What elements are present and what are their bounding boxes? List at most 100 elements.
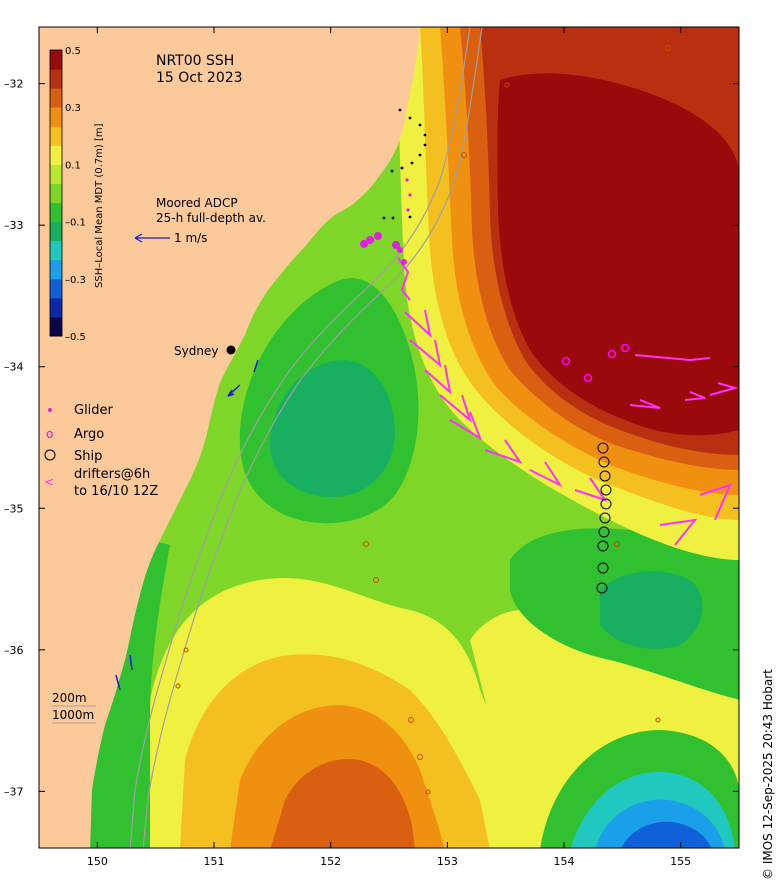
ship-dot bbox=[423, 133, 427, 137]
argo-float bbox=[583, 373, 593, 383]
adcp-arrows bbox=[115, 359, 259, 691]
colorbar-ticks: 0.5 0.3 0.1 –0.1 –0.3 –0.5 bbox=[65, 46, 86, 343]
legend-argo-icon: o bbox=[46, 427, 53, 441]
lon-tick-label: 153 bbox=[437, 855, 458, 868]
glider-point bbox=[408, 193, 412, 197]
colorbar-tick-label: 0.5 bbox=[65, 46, 81, 57]
ship-station bbox=[599, 470, 611, 482]
drifter-track bbox=[709, 382, 739, 396]
ssh-green-east-inner bbox=[600, 571, 703, 649]
legend-argo-label: Argo bbox=[74, 427, 104, 442]
argo-float bbox=[607, 349, 617, 359]
legend-glider-icon bbox=[48, 408, 52, 412]
argo-floats bbox=[561, 343, 630, 383]
lon-tick-label: 151 bbox=[204, 855, 225, 868]
ship-station bbox=[600, 498, 612, 510]
argo-float bbox=[620, 343, 630, 353]
legend-ship-icon bbox=[44, 449, 56, 461]
colorbar-tick-label: 0.1 bbox=[65, 160, 81, 171]
drifter-track bbox=[574, 477, 608, 502]
colorbar-swatch bbox=[50, 107, 62, 127]
lon-ticks: 150 151 152 153 154 155 bbox=[87, 27, 691, 868]
isobath-200m bbox=[129, 27, 471, 848]
lat-tick-label: –36 bbox=[4, 644, 24, 657]
historic-point bbox=[373, 577, 379, 583]
ship-station bbox=[596, 582, 608, 594]
glider-point bbox=[401, 259, 407, 265]
ship-dot bbox=[410, 161, 414, 165]
ship-dot bbox=[391, 216, 395, 220]
glider-point bbox=[374, 232, 382, 240]
argo-float bbox=[561, 356, 571, 366]
historic-point bbox=[425, 789, 431, 795]
historic-point bbox=[417, 754, 423, 760]
adcp-arrow bbox=[115, 674, 121, 691]
drifter-track bbox=[397, 257, 411, 301]
ship-track-dots bbox=[382, 108, 427, 220]
ship-dot bbox=[382, 216, 386, 220]
drifter-track bbox=[449, 411, 482, 441]
drifter-track bbox=[424, 364, 452, 395]
adcp-line2: 25-h full-depth av. bbox=[156, 211, 266, 225]
title-line1: NRT00 SSH bbox=[156, 53, 234, 69]
ssh-orange3-south bbox=[270, 759, 415, 848]
ship-dot bbox=[418, 123, 422, 127]
legend-drifter-icon: < bbox=[44, 475, 54, 489]
ship-station bbox=[600, 484, 612, 496]
land-australia bbox=[39, 27, 420, 848]
drifter-track bbox=[659, 518, 698, 546]
plot-frame bbox=[38, 26, 740, 849]
lon-tick-label: 152 bbox=[320, 855, 341, 868]
historic-point bbox=[183, 647, 189, 653]
legend-drifter-line2: to 16/10 12Z bbox=[74, 484, 158, 499]
glider-points bbox=[360, 178, 412, 265]
adcp-arrow bbox=[253, 359, 259, 373]
colorbar-swatch bbox=[50, 69, 62, 89]
colorbar-swatch bbox=[50, 164, 62, 184]
isobath-1000m bbox=[142, 27, 483, 848]
drifter-track bbox=[684, 391, 706, 401]
colorbar-swatch bbox=[50, 316, 62, 337]
colorbar-swatch bbox=[50, 221, 62, 242]
glider-point bbox=[360, 240, 368, 248]
glider-point bbox=[366, 236, 374, 244]
lon-tick-label: 155 bbox=[670, 855, 691, 868]
colorbar-swatches bbox=[50, 50, 62, 337]
glider-point bbox=[392, 241, 400, 249]
drifter-track bbox=[439, 394, 472, 423]
glider-point bbox=[397, 247, 403, 253]
ship-dot bbox=[398, 108, 402, 112]
credit-text: © IMOS 12-Sep-2025 20:43 Hobart bbox=[761, 669, 775, 880]
colorbar-swatch bbox=[50, 297, 62, 318]
colorbar: 0.5 0.3 0.1 –0.1 –0.3 –0.5 SSH–Local Mean MDT… bbox=[49, 46, 105, 343]
adcp-line1: Moored ADCP bbox=[156, 196, 238, 210]
lat-ticks: –32 –33 –34 –35 –36 –37 bbox=[4, 78, 739, 798]
colorbar-tick-label: –0.3 bbox=[65, 275, 86, 286]
sydney-marker bbox=[226, 345, 236, 355]
lon-tick-label: 150 bbox=[87, 855, 108, 868]
colorbar-swatch bbox=[50, 183, 62, 204]
glider-point bbox=[405, 178, 409, 182]
lat-tick-label: –32 bbox=[4, 78, 24, 91]
ship-stations bbox=[596, 442, 612, 594]
colorbar-tick-label: 0.3 bbox=[65, 103, 81, 114]
colorbar-tick-label: –0.5 bbox=[65, 332, 86, 343]
lat-tick-label: –37 bbox=[4, 785, 24, 798]
colorbar-swatch bbox=[50, 202, 62, 223]
ship-station bbox=[597, 442, 609, 454]
drifter-track bbox=[409, 339, 442, 368]
historic-point bbox=[655, 717, 661, 723]
historic-argo bbox=[175, 45, 671, 795]
ship-dot bbox=[408, 116, 412, 120]
historic-point bbox=[665, 45, 671, 51]
glider-point bbox=[406, 208, 410, 212]
plot-area bbox=[39, 27, 739, 848]
drifter-track bbox=[529, 461, 563, 488]
ship-station bbox=[597, 562, 609, 574]
historic-point bbox=[175, 683, 181, 689]
legend: Glider o Argo Ship < drifters@6h to 16/1… bbox=[44, 403, 158, 499]
historic-point bbox=[363, 541, 369, 547]
ship-dot bbox=[408, 215, 412, 219]
adcp-scale-arrow bbox=[134, 233, 170, 243]
